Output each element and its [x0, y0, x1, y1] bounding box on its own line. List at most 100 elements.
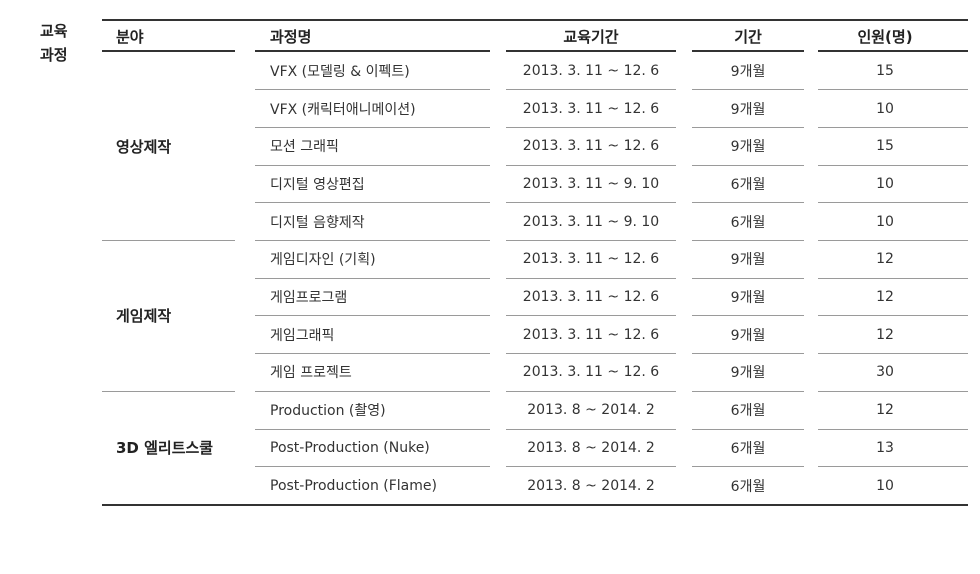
period-cell: 2013. 3. 11 ~ 12. 6: [522, 251, 660, 268]
period-cell: 2013. 8 ~ 2014. 2: [527, 477, 655, 494]
row-divider: [692, 390, 804, 392]
course-cell: 모션 그래픽: [270, 139, 339, 156]
period-cell: 2013. 3. 11 ~ 12. 6: [522, 364, 660, 381]
course-cell: 게임 프로젝트: [270, 365, 352, 382]
row-divider: [506, 164, 676, 166]
row-divider: [255, 164, 490, 166]
course-cell: 게임그래픽: [270, 327, 335, 344]
duration-cell: 6개월: [730, 403, 766, 420]
group-label: 3D 엘리트스쿨: [116, 439, 214, 458]
row-divider: [506, 126, 676, 128]
count-cell: 12: [876, 402, 894, 419]
period-cell: 2013. 3. 11 ~ 9. 10: [522, 213, 660, 230]
header-rule: [818, 50, 968, 52]
row-divider: [255, 126, 490, 128]
duration-cell: 6개월: [730, 214, 766, 231]
group-divider: [102, 390, 235, 392]
period-cell: 2013. 8 ~ 2014. 2: [527, 402, 655, 419]
period-cell: 2013. 3. 11 ~ 12. 6: [522, 326, 660, 343]
row-divider: [818, 315, 968, 317]
course-cell: 디지털 음향제작: [270, 214, 365, 231]
row-divider: [818, 390, 968, 392]
header-period: 교육기간: [563, 27, 619, 46]
course-cell: Production (촬영): [270, 403, 386, 420]
row-divider: [506, 390, 676, 392]
period-cell: 2013. 3. 11 ~ 12. 6: [522, 138, 660, 155]
row-divider: [255, 277, 490, 279]
course-cell: VFX (캐릭터애니메이션): [270, 101, 416, 118]
row-divider: [255, 466, 490, 468]
header-rule: [255, 50, 490, 52]
period-cell: 2013. 3. 11 ~ 12. 6: [522, 62, 660, 79]
course-cell: 디지털 영상편집: [270, 176, 365, 193]
row-divider: [692, 353, 804, 355]
course-cell: Post-Production (Nuke): [270, 439, 430, 456]
period-cell: 2013. 3. 11 ~ 9. 10: [522, 175, 660, 192]
row-divider: [506, 240, 676, 241]
count-cell: 15: [876, 62, 894, 79]
count-cell: 15: [876, 138, 894, 155]
course-cell: 게임디자인 (기획): [270, 252, 376, 269]
course-cell: 게임프로그램: [270, 290, 348, 307]
header-rule: [102, 50, 235, 52]
row-divider: [506, 466, 676, 468]
row-divider: [506, 428, 676, 430]
row-divider: [818, 164, 968, 166]
row-divider: [692, 277, 804, 279]
header-duration: 기간: [734, 27, 762, 46]
count-cell: 10: [876, 100, 894, 117]
group-label: 게임제작: [116, 307, 172, 326]
header-course: 과정명: [270, 27, 312, 46]
section-title-line-2: 과정: [40, 46, 68, 64]
table-top-rule: [102, 19, 968, 21]
row-divider: [818, 89, 968, 91]
row-divider: [255, 428, 490, 430]
row-divider: [692, 240, 804, 241]
period-cell: 2013. 8 ~ 2014. 2: [527, 439, 655, 456]
row-divider: [506, 315, 676, 317]
period-cell: 2013. 3. 11 ~ 12. 6: [522, 289, 660, 306]
duration-cell: 9개월: [730, 139, 766, 156]
header-rule: [506, 50, 676, 52]
duration-cell: 9개월: [730, 63, 766, 80]
count-cell: 12: [876, 289, 894, 306]
row-divider: [818, 466, 968, 468]
row-divider: [255, 353, 490, 355]
section-title-line-1: 교육: [40, 22, 68, 40]
period-cell: 2013. 3. 11 ~ 12. 6: [522, 100, 660, 117]
row-divider: [818, 240, 968, 241]
course-cell: VFX (모델링 & 이펙트): [270, 63, 410, 80]
row-divider: [818, 126, 968, 128]
row-divider: [506, 202, 676, 204]
count-cell: 10: [876, 175, 894, 192]
count-cell: 12: [876, 251, 894, 268]
section-title: 교육 과정: [40, 19, 80, 67]
row-divider: [692, 164, 804, 166]
duration-cell: 9개월: [730, 101, 766, 118]
row-divider: [818, 277, 968, 279]
count-cell: 10: [876, 213, 894, 230]
row-divider: [506, 89, 676, 91]
count-cell: 12: [876, 326, 894, 343]
row-divider: [818, 202, 968, 204]
count-cell: 10: [876, 477, 894, 494]
row-divider: [692, 89, 804, 91]
group-label: 영상제작: [116, 137, 172, 156]
duration-cell: 9개월: [730, 365, 766, 382]
count-cell: 30: [876, 364, 894, 381]
row-divider: [692, 428, 804, 430]
row-divider: [692, 315, 804, 317]
row-divider: [692, 466, 804, 468]
row-divider: [818, 428, 968, 430]
duration-cell: 9개월: [730, 252, 766, 269]
duration-cell: 6개월: [730, 478, 766, 495]
table-bottom-rule: [102, 504, 968, 507]
duration-cell: 6개월: [730, 440, 766, 457]
row-divider: [818, 353, 968, 355]
duration-cell: 9개월: [730, 327, 766, 344]
duration-cell: 6개월: [730, 176, 766, 193]
row-divider: [255, 202, 490, 204]
course-cell: Post-Production (Flame): [270, 477, 437, 494]
duration-cell: 9개월: [730, 290, 766, 307]
row-divider: [692, 202, 804, 204]
